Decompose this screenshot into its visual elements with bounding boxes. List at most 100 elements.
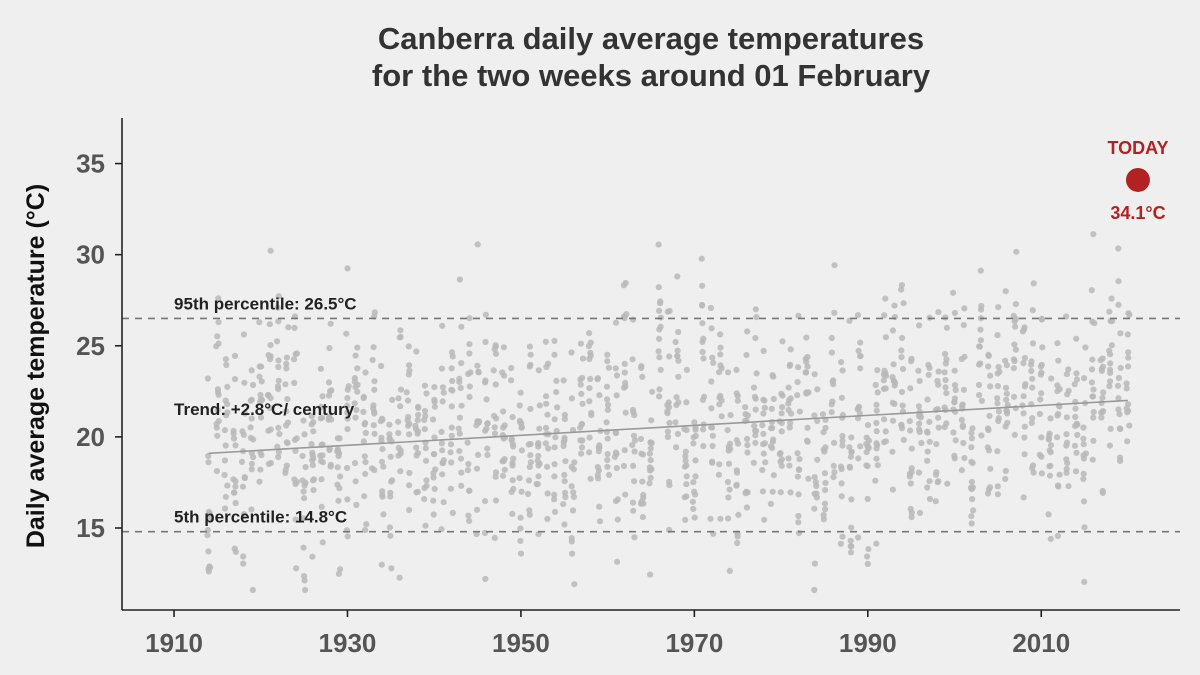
data-point [1125,363,1132,370]
data-point [1004,410,1011,417]
data-point [380,463,387,470]
data-point [1020,494,1027,501]
data-point [1012,301,1020,308]
data-point [752,439,759,446]
data-point [874,389,881,396]
data-point [724,478,732,486]
data-point [241,475,248,482]
data-point [951,309,959,317]
data-point [612,429,619,436]
data-point [413,348,420,355]
data-point [449,509,456,516]
data-point [639,514,647,521]
data-point [457,384,464,392]
data-point [395,395,402,402]
data-point [500,408,507,415]
data-point [466,517,473,525]
data-point [318,403,325,410]
data-point [1021,354,1028,362]
data-point [510,443,517,450]
data-point [864,495,871,503]
data-point [950,429,957,436]
data-point [214,333,221,340]
data-point [517,514,524,521]
data-point [753,314,760,321]
y-tick-label: 35 [76,149,105,179]
data-point [899,402,906,409]
data-point [508,377,515,384]
data-point [224,482,231,489]
data-point [1082,344,1089,351]
data-point [761,404,769,411]
data-point [247,424,254,431]
data-point [1089,356,1096,363]
data-point [1125,349,1132,356]
data-point [327,463,334,470]
data-point [941,369,948,376]
data-point [239,483,247,490]
data-point [267,247,274,254]
data-point [970,507,977,514]
data-point [1115,245,1122,252]
data-point [250,454,257,461]
data-point [1089,393,1097,400]
data-point [718,413,725,420]
data-point [1072,413,1079,420]
data-point [230,430,237,437]
data-point [204,532,211,539]
data-point [1038,434,1045,441]
data-point [882,334,890,341]
data-point [536,402,543,409]
data-point [726,567,733,575]
data-point [1013,248,1020,255]
data-point [327,388,334,395]
data-point [864,463,871,470]
data-point [422,413,429,420]
data-point [882,295,889,302]
data-point [1003,362,1011,369]
data-point [613,372,621,379]
data-point [699,302,706,309]
data-point [811,586,818,594]
data-point [961,305,968,312]
data-point [397,468,404,475]
data-point [787,346,794,353]
data-point [681,463,689,470]
data-point [943,356,950,363]
data-point [588,412,595,419]
data-point [535,452,542,460]
data-point [325,379,333,386]
data-point [215,319,222,326]
data-point [675,373,682,380]
data-point [387,453,394,460]
data-point [354,344,361,351]
data-point [240,553,247,560]
data-point [317,415,324,422]
data-point [707,515,714,522]
data-point [655,348,662,355]
data-point [1037,363,1044,370]
data-point [380,511,387,518]
data-point [830,381,837,388]
data-point [248,367,255,374]
data-point [898,388,906,396]
data-point [231,376,239,383]
data-point [908,445,915,452]
data-point [820,429,827,436]
data-point [491,430,499,437]
today-point [1125,167,1150,192]
data-point [794,450,801,457]
data-point [612,365,619,372]
data-point [389,396,396,403]
data-point [578,450,585,457]
data-point [744,449,751,456]
data-point [907,505,914,512]
data-point [535,473,542,480]
data-point [794,392,801,399]
data-point [388,565,395,572]
data-point [847,543,854,550]
data-point [977,337,985,344]
data-point [838,493,845,500]
data-point [344,386,351,393]
data-point [577,437,584,444]
